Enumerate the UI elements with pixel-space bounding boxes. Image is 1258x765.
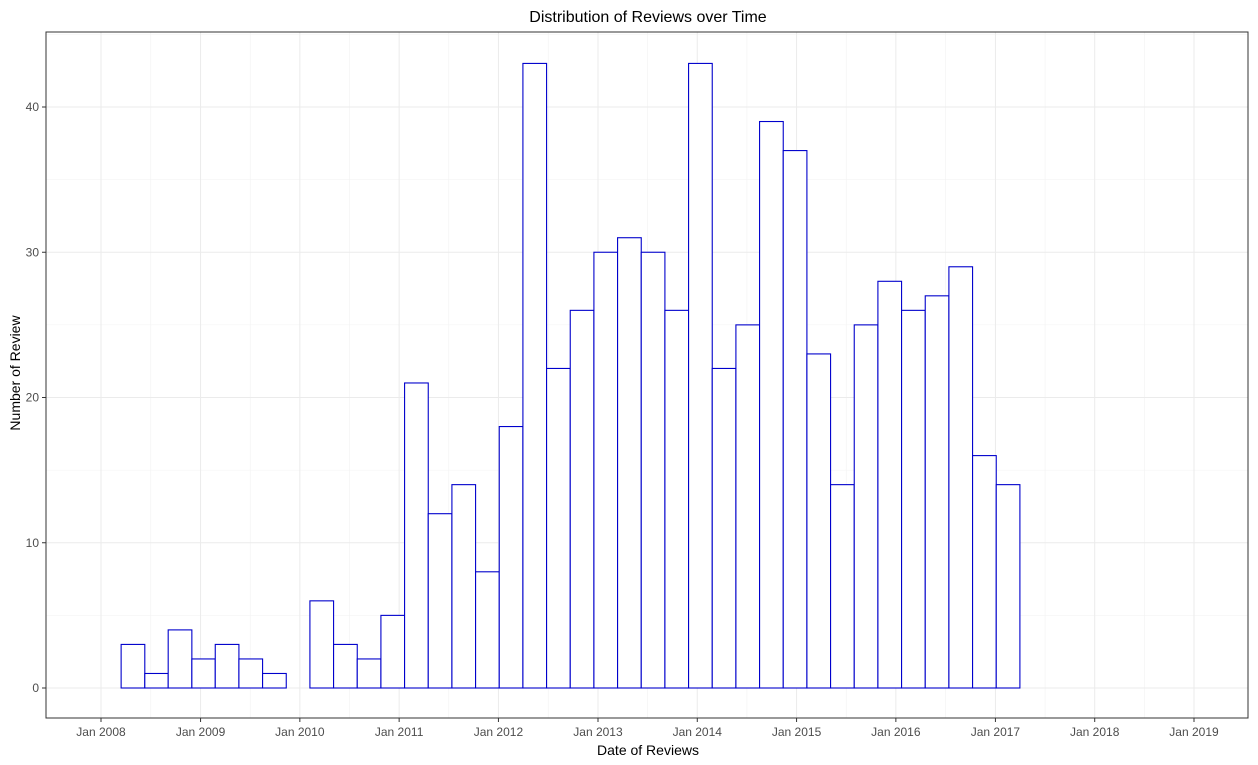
y-axis-title: Number of Review: [7, 315, 23, 431]
x-tick-label: Jan 2012: [474, 725, 524, 739]
histogram-bar: [901, 309, 926, 689]
histogram-bar: [404, 382, 429, 689]
histogram-bar: [759, 120, 784, 689]
histogram-bar: [191, 658, 216, 689]
histogram-bar: [569, 309, 595, 689]
histogram-bar: [948, 266, 974, 689]
x-tick-label: Jan 2009: [176, 725, 226, 739]
x-tick-label: Jan 2013: [573, 725, 623, 739]
histogram-bar: [830, 484, 855, 689]
histogram-bar: [924, 295, 950, 689]
x-tick-label: Jan 2010: [275, 725, 325, 739]
y-tick-label: 0: [32, 681, 39, 695]
x-tick-label: Jan 2016: [871, 725, 921, 739]
histogram-bars: [120, 62, 1021, 689]
histogram-bar: [262, 672, 287, 689]
histogram-bar: [806, 353, 832, 689]
y-tick-label: 20: [26, 391, 40, 405]
histogram-bar: [735, 324, 761, 689]
histogram-bar: [333, 643, 358, 689]
y-tick-label: 10: [26, 536, 40, 550]
y-axis: 0 10 20 30 40: [26, 100, 46, 695]
histogram-bar: [214, 643, 240, 689]
histogram-bar: [380, 614, 406, 689]
histogram-bar: [546, 367, 571, 689]
y-tick-label: 30: [26, 245, 40, 259]
histogram-bar: [498, 425, 524, 689]
x-tick-label: Jan 2019: [1169, 725, 1219, 739]
histogram-bar: [664, 309, 690, 689]
histogram-bar: [120, 643, 146, 689]
x-tick-label: Jan 2011: [375, 725, 424, 739]
histogram-bar: [995, 484, 1021, 689]
histogram-bar: [853, 324, 879, 689]
x-axis-title: Date of Reviews: [597, 742, 699, 758]
histogram-bar: [451, 484, 477, 689]
histogram-bar: [309, 600, 335, 689]
plot-panel-border: [45, 31, 1249, 719]
histogram-bar: [640, 251, 666, 689]
chart-title: Distribution of Reviews over Time: [529, 9, 767, 26]
histogram-bar: [522, 62, 548, 689]
x-tick-label: Jan 2008: [76, 725, 126, 739]
histogram-bar: [475, 571, 500, 689]
x-tick-label: Jan 2014: [673, 725, 723, 739]
histogram-bar: [593, 251, 619, 689]
histogram-bar: [238, 658, 264, 689]
histogram-bar: [427, 513, 453, 689]
x-tick-label: Jan 2017: [971, 725, 1021, 739]
histogram-bar: [144, 672, 169, 689]
histogram-bar: [711, 367, 737, 689]
histogram-bar: [356, 658, 382, 689]
histogram-bar: [782, 150, 808, 689]
histogram-bar: [167, 629, 193, 689]
histogram-bar: [877, 280, 903, 689]
histogram-bar: [972, 455, 997, 689]
x-tick-label: Jan 2018: [1070, 725, 1120, 739]
histogram-bar: [617, 237, 642, 689]
x-tick-label: Jan 2015: [772, 725, 822, 739]
histogram-bar: [688, 62, 713, 689]
x-axis: Jan 2008 Jan 2009 Jan 2010 Jan 2011 Jan 2012…: [76, 718, 1219, 739]
y-tick-label: 40: [26, 100, 40, 114]
